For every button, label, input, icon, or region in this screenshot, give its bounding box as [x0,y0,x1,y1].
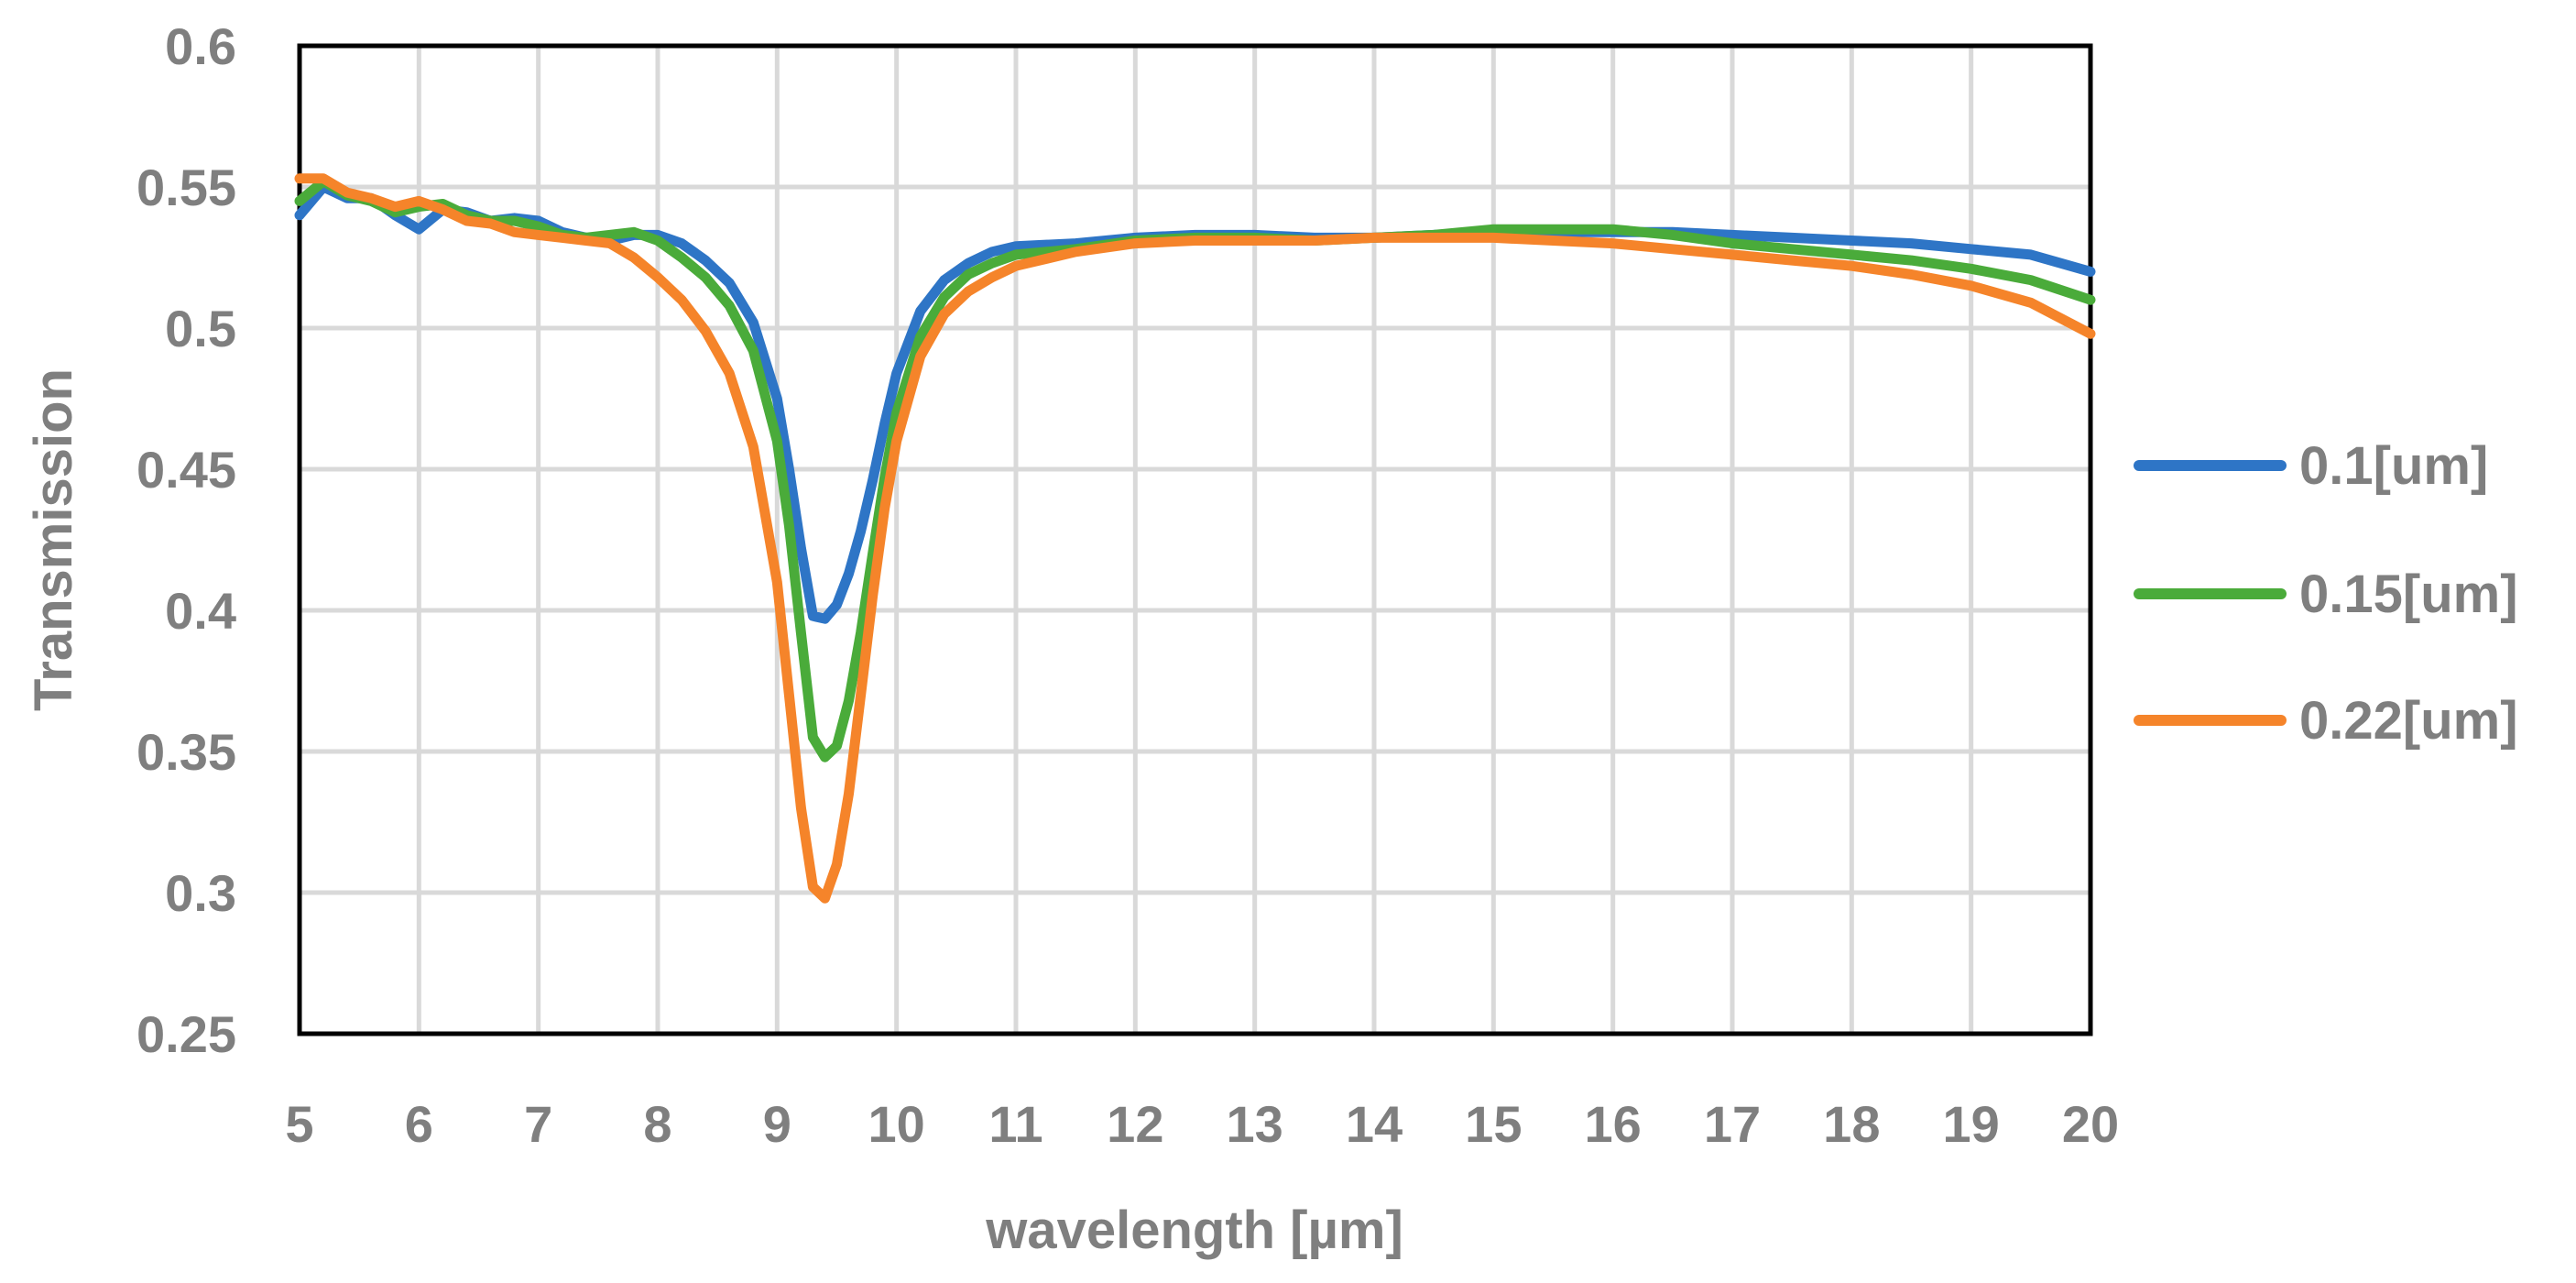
x-tick-label: 17 [1704,1095,1761,1153]
x-tick-label: 19 [1943,1095,2000,1153]
y-tick-label: 0.4 [165,582,236,640]
y-tick-label: 0.35 [136,723,236,781]
x-tick-label: 12 [1107,1095,1163,1153]
x-tick-label: 14 [1346,1095,1403,1153]
legend: 0.1[um] 0.15[um] 0.22[um] [2134,436,2518,751]
y-tick-label: 0.3 [165,864,236,922]
x-tick-label: 15 [1465,1095,1522,1153]
legend-label-2: 0.22[um] [2299,691,2518,751]
plot-area-frame [297,43,2093,1036]
y-axis-title: Transmission [24,368,83,711]
series-lines [294,173,2096,904]
x-tick-label: 16 [1585,1095,1642,1153]
x-tick-label: 20 [2062,1095,2119,1153]
y-tick-label: 0.6 [165,17,236,75]
grid [297,43,2093,1036]
y-tick-label: 0.5 [165,300,236,357]
y-tick-label: 0.45 [136,441,236,499]
y-tick-label: 0.25 [136,1005,236,1063]
x-tick-label: 8 [643,1095,671,1153]
legend-label-0: 0.1[um] [2299,436,2488,496]
series-line-1 [294,176,2096,762]
series-line-2 [294,173,2096,904]
legend-label-1: 0.15[um] [2299,565,2518,624]
x-tick-label: 5 [285,1095,313,1153]
x-tick-label: 6 [405,1095,433,1153]
x-tick-label: 9 [763,1095,791,1153]
x-axis-ticks: 5 6 7 8 9 10 11 12 13 14 15 16 17 18 19 20 [285,1095,2119,1153]
x-tick-label: 13 [1227,1095,1283,1153]
x-tick-label: 18 [1823,1095,1880,1153]
y-axis-ticks: 0.25 0.3 0.35 0.4 0.45 0.5 0.55 0.6 [136,17,236,1063]
x-tick-label: 11 [988,1095,1042,1153]
x-tick-label: 10 [868,1095,925,1153]
y-tick-label: 0.55 [136,159,236,216]
x-tick-label: 7 [524,1095,552,1153]
x-axis-title: wavelength [µm] [985,1201,1403,1260]
